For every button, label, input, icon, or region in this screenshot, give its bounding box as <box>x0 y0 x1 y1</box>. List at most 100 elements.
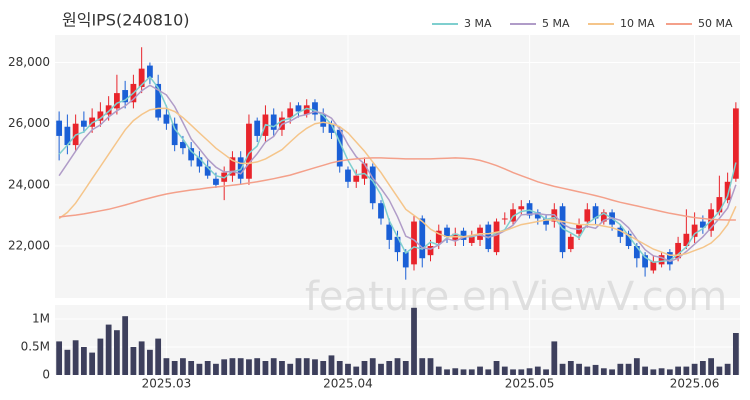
candle-body <box>254 120 261 136</box>
candle-body <box>171 123 178 146</box>
volume-bar <box>534 366 541 375</box>
candle-body <box>493 221 500 253</box>
volume-bar <box>584 366 591 375</box>
candle-body <box>270 114 277 130</box>
candle-body <box>246 123 252 179</box>
volume-bar <box>510 369 516 375</box>
volume-bar <box>567 361 574 375</box>
x-tick-label: 2025.06 <box>670 377 720 391</box>
candle-body <box>584 209 591 222</box>
candle-body <box>658 255 665 265</box>
legend-label: 50 MA <box>698 17 733 30</box>
volume-bar <box>204 361 211 375</box>
volume-bar <box>411 307 417 375</box>
legend-label: 5 MA <box>542 17 570 30</box>
volume-bar <box>254 358 261 375</box>
candle-body <box>394 236 401 253</box>
candle-body <box>427 246 434 256</box>
volume-bar <box>361 361 368 375</box>
candle-body <box>625 233 632 247</box>
candle-body <box>699 221 706 228</box>
volume-bar <box>724 363 731 375</box>
chart-title: 원익IPS(240810) <box>62 11 190 30</box>
volume-bar <box>625 363 632 375</box>
volume-bar <box>617 363 624 375</box>
candle-body <box>147 65 153 78</box>
volume-bar <box>600 368 607 375</box>
volume-bar <box>312 359 318 375</box>
y-tick-label: 1M <box>32 312 50 326</box>
volume-bar <box>386 361 393 375</box>
volume-bar <box>518 369 525 375</box>
candle-body <box>534 212 541 219</box>
y-tick-label: 28,000 <box>8 55 50 69</box>
candle-body <box>97 111 104 121</box>
ma-line <box>58 107 737 256</box>
candle-body <box>345 169 351 182</box>
candle-body <box>287 108 294 118</box>
volume-bar <box>378 363 384 375</box>
candle-body <box>600 212 607 222</box>
candle-body <box>617 227 624 237</box>
volume-bar <box>56 341 63 375</box>
candle-body <box>633 246 640 259</box>
volume-bar <box>369 358 376 375</box>
candle-body <box>444 227 450 237</box>
legend-label: 3 MA <box>464 17 492 30</box>
candle-body <box>543 218 549 225</box>
volume-bar <box>501 366 508 375</box>
candle-body <box>526 203 533 216</box>
candle-body <box>336 129 343 167</box>
candle-body <box>411 221 417 265</box>
volume-bar <box>246 359 252 375</box>
volume-bar <box>658 368 665 375</box>
volume-bar <box>229 358 236 375</box>
candle-body <box>229 157 236 176</box>
candle-body <box>114 93 120 109</box>
candle-body <box>460 230 467 240</box>
volume-bar <box>72 340 79 375</box>
volume-bar <box>180 358 186 375</box>
volume-bar <box>609 369 615 375</box>
candle-body <box>683 233 690 247</box>
volume-bar <box>353 366 360 375</box>
volume-bar <box>279 361 285 375</box>
candle-body <box>642 255 648 268</box>
volume-bar <box>221 359 228 375</box>
candle-body <box>675 242 681 259</box>
volume-bar <box>394 358 401 375</box>
volume-bar <box>303 358 310 375</box>
x-tick-label: 2025.04 <box>323 377 373 391</box>
candle-body <box>295 105 302 112</box>
volume-bar <box>592 364 599 375</box>
volume-bar <box>493 361 500 375</box>
volume-bar <box>732 333 739 375</box>
candle-body <box>691 224 698 237</box>
volume-bar <box>419 358 426 375</box>
volume-bar <box>89 352 96 375</box>
candle-body <box>163 114 170 124</box>
volume-bar <box>147 349 153 375</box>
volume-bar <box>526 368 533 375</box>
candle-body <box>501 218 508 220</box>
volume-bar <box>213 363 219 375</box>
candle-body <box>402 252 409 268</box>
volume-bar <box>97 338 104 375</box>
volume-bar <box>345 363 351 375</box>
candle-body <box>361 163 368 179</box>
volume-bar <box>163 358 170 375</box>
volume-bar <box>427 358 434 375</box>
candle-body <box>80 120 87 127</box>
candle-body <box>650 261 657 271</box>
volume-bar <box>336 361 343 375</box>
volume-bar <box>543 369 549 375</box>
candle-body <box>468 236 475 243</box>
candle-body <box>378 203 384 219</box>
volume-bar <box>270 358 277 375</box>
ma-line <box>58 84 737 263</box>
volume-bar <box>699 361 706 375</box>
candle-body <box>312 102 318 115</box>
candle-body <box>369 166 376 204</box>
x-tick-label: 2025.05 <box>505 377 555 391</box>
